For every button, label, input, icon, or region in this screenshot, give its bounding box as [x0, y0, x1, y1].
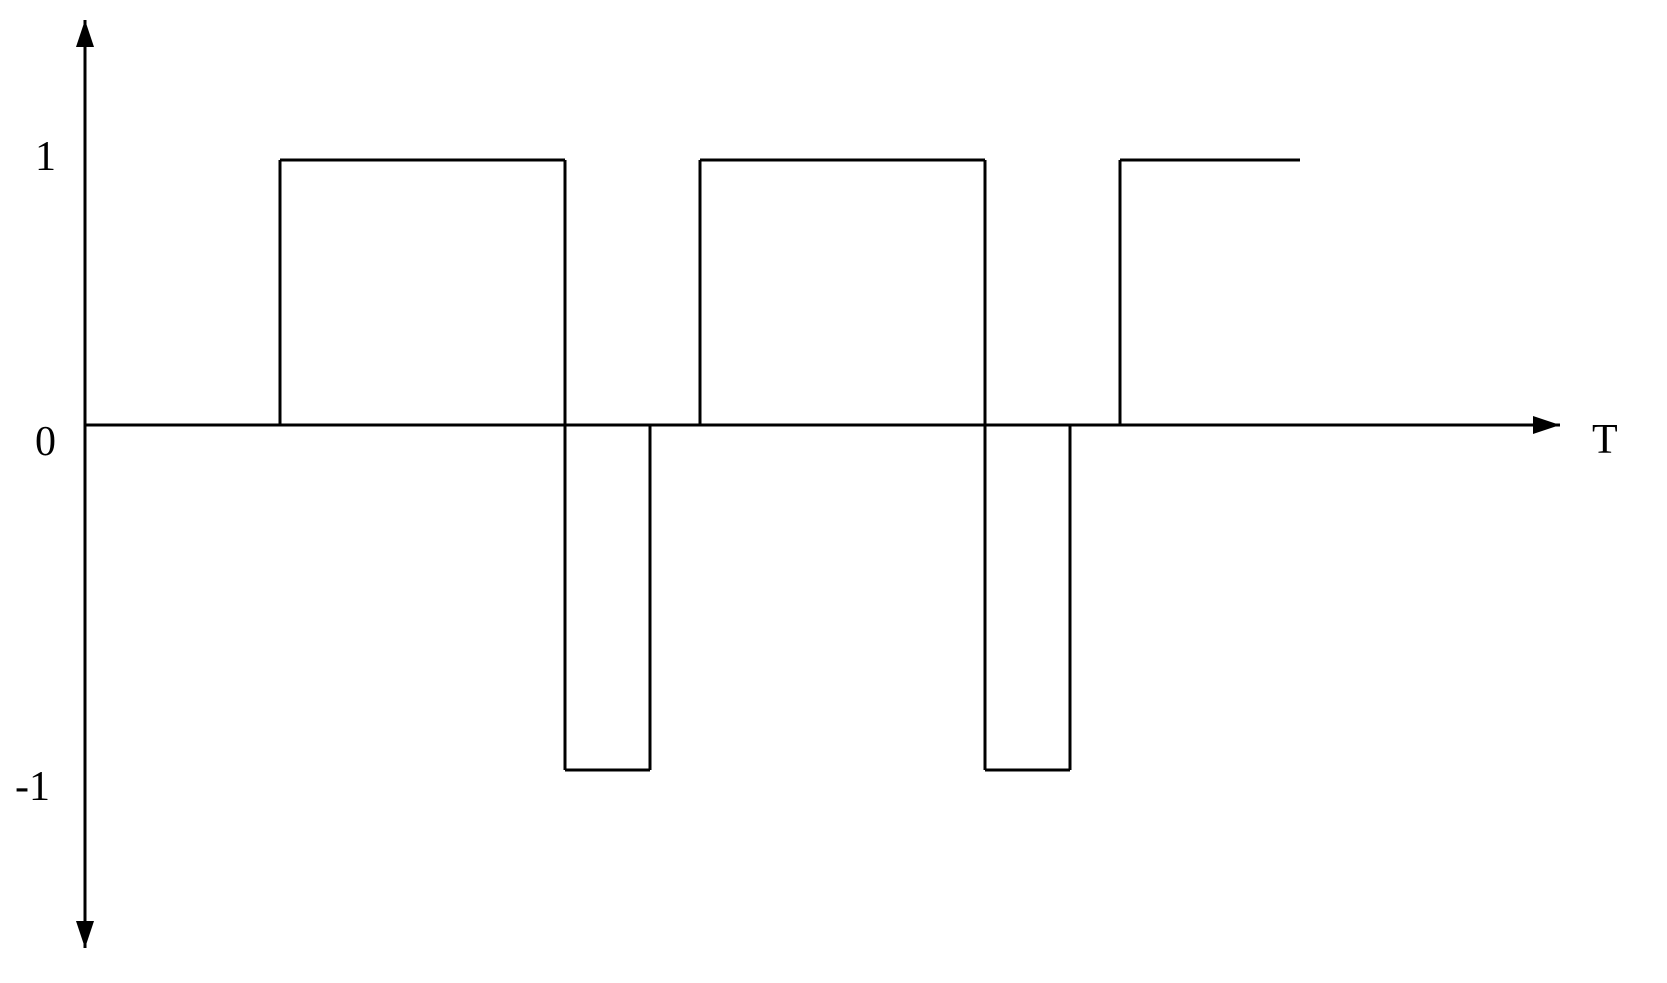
waveform-chart: 1 0 -1 T	[0, 0, 1667, 978]
chart-svg	[0, 0, 1667, 978]
x-axis-label: T	[1592, 416, 1618, 464]
y-label-neg1: -1	[15, 763, 50, 811]
y-label-0: 0	[35, 418, 56, 466]
y-label-1: 1	[35, 133, 56, 181]
